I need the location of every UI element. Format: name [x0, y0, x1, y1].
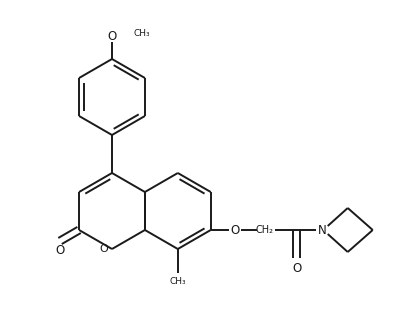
Text: O: O — [230, 223, 239, 236]
Text: CH₃: CH₃ — [134, 30, 151, 38]
Text: CH₃: CH₃ — [169, 276, 186, 285]
Text: N: N — [318, 223, 327, 236]
Text: O: O — [56, 245, 65, 257]
Text: CH₂: CH₂ — [256, 225, 274, 235]
Text: O: O — [108, 31, 117, 43]
Text: O: O — [100, 244, 108, 254]
Text: O: O — [292, 261, 301, 275]
